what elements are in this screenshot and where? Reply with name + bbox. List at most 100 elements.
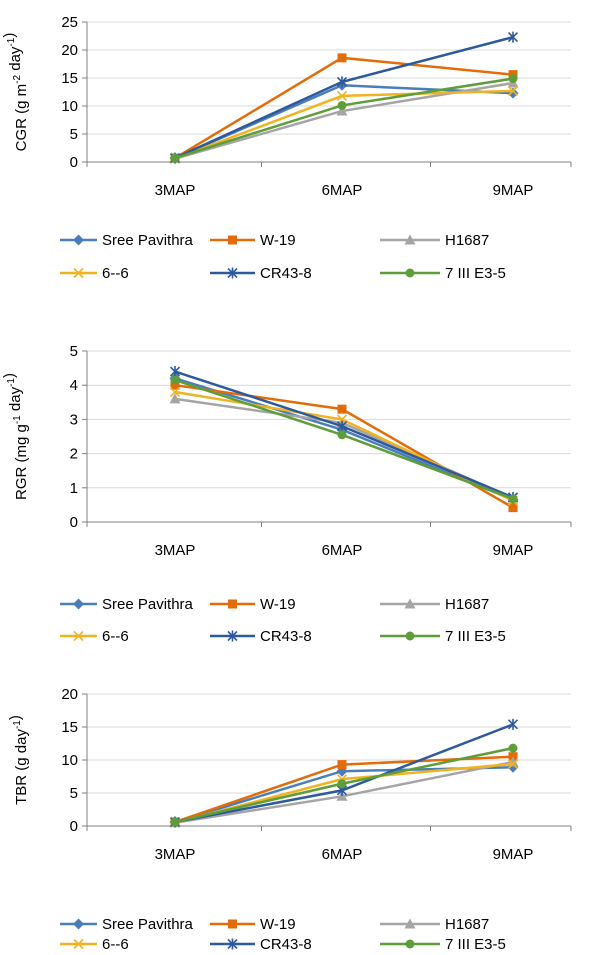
x-tick-label: 3MAP (155, 542, 196, 559)
data-point (507, 718, 519, 730)
legend-label: 7 III E3-5 (445, 265, 506, 282)
legend-label: CR43-8 (260, 265, 312, 282)
legend-label: CR43-8 (260, 936, 312, 953)
legend-label: 6--6 (102, 265, 129, 282)
y-axis-label-part: TBR (g day (13, 729, 30, 805)
series-7-iii-e3-5 (170, 74, 518, 163)
legend-label: H1687 (445, 596, 489, 613)
data-point (170, 817, 180, 827)
legend-swatch-marker (73, 598, 84, 610)
legend-label: H1687 (445, 232, 489, 249)
chart-panel-3: 0 5 10 15 20 3MAP 6MAP 9MAP TBR (g day-1) Sree Pa… (7, 686, 572, 953)
y-tick-label: 3 (70, 411, 78, 428)
data-point (337, 53, 347, 63)
y-axis-label-superscript: -1 (12, 415, 23, 424)
y-tick-label: 2 (70, 446, 78, 463)
data-point (508, 74, 518, 84)
legend-item: 7 III E3-5 (380, 628, 506, 645)
legend-label: W-19 (260, 232, 296, 249)
y-tick-label: 20 (61, 42, 78, 59)
y-axis-label: TBR (g day-1) (7, 715, 30, 805)
legend-swatch-marker (228, 599, 237, 609)
legend-item: 7 III E3-5 (380, 265, 506, 282)
legend: Sree Pavithra W-19 H1687 6--6 CR43-8 7 III E3… (60, 916, 506, 953)
x-tick-label: 6MAP (322, 846, 363, 863)
legend-swatch-marker (227, 267, 238, 279)
y-axis-label-superscript: -1 (6, 378, 17, 387)
y-axis-label-part: ) (7, 715, 24, 720)
y-axis-label-part: CGR (g m (13, 84, 30, 152)
data-point (507, 758, 519, 770)
legend-swatch-marker (405, 631, 415, 641)
y-tick-label: 15 (61, 70, 78, 87)
legend-swatch-marker (228, 235, 237, 245)
data-point (337, 404, 347, 414)
y-tick-label: 20 (61, 686, 78, 703)
x-tick-label: 3MAP (155, 846, 196, 863)
series-line (174, 89, 514, 160)
series-h1687 (169, 77, 519, 164)
legend-item: H1687 (380, 596, 489, 613)
legend-label: W-19 (260, 596, 296, 613)
legend-item: CR43-8 (210, 265, 312, 282)
y-tick-label: 10 (61, 98, 78, 115)
legend-label: 6--6 (102, 628, 129, 645)
y-tick-label: 4 (70, 377, 78, 394)
legend-label: Sree Pavithra (102, 596, 194, 613)
chart-panel-1: 0 5 10 15 20 25 3MAP 6MAP 9MAP CGR (g m-2 day-1) S… (1, 14, 572, 282)
y-tick-label: 25 (61, 14, 78, 31)
data-point (169, 393, 181, 404)
y-tick-label: 0 (70, 818, 78, 835)
legend-item: W-19 (210, 916, 296, 933)
legend-label: 6--6 (102, 936, 129, 953)
y-axis-label-part: ) (1, 33, 18, 38)
legend: Sree Pavithra W-19 H1687 6--6 CR43-8 7 III E3… (60, 596, 506, 645)
y-axis-label-superscript: -1 (6, 37, 17, 46)
legend-swatch-marker (73, 267, 84, 279)
series-7-iii-e3-5 (170, 375, 518, 504)
series-line (174, 383, 514, 509)
data-point (170, 153, 180, 163)
legend-item: W-19 (210, 232, 296, 249)
data-point (169, 386, 181, 398)
legend-item: Sree Pavithra (60, 916, 194, 933)
series-line (174, 378, 514, 500)
y-tick-label: 5 (70, 343, 78, 360)
y-tick-label: 0 (70, 514, 78, 531)
y-axis-label-part: ) (1, 373, 18, 378)
legend-item: H1687 (380, 232, 489, 249)
y-tick-label: 15 (61, 719, 78, 736)
y-axis-label: RGR (mg g-1 day-1) (1, 373, 30, 500)
y-axis-label-part: RGR (mg g (13, 424, 30, 500)
x-tick-label: 9MAP (493, 542, 534, 559)
series-6-6 (169, 85, 519, 164)
legend-item: CR43-8 (210, 936, 312, 953)
y-axis-label-superscript: -1 (12, 720, 23, 729)
data-point (337, 100, 347, 110)
legend-item: Sree Pavithra (60, 596, 194, 613)
x-tick-label: 9MAP (493, 182, 534, 199)
y-tick-label: 1 (70, 480, 78, 497)
legend-swatch-marker (73, 234, 84, 246)
data-point (507, 87, 519, 99)
data-point (337, 760, 347, 770)
data-point (336, 420, 348, 432)
y-axis-label-superscript: -2 (12, 75, 23, 84)
legend-label: H1687 (445, 916, 489, 933)
data-point (507, 31, 519, 43)
legend-item: 6--6 (60, 628, 129, 645)
data-point (508, 503, 518, 513)
x-tick-label: 6MAP (322, 542, 363, 559)
y-axis-label-part: day (7, 46, 24, 75)
legend-item: H1687 (380, 916, 489, 933)
y-axis-label: CGR (g m-2 day-1) (1, 33, 30, 152)
data-point (170, 375, 180, 385)
legend-swatch-marker (405, 939, 415, 949)
data-point (336, 105, 348, 116)
legend-swatch-marker (404, 598, 416, 609)
legend-swatch-marker (227, 630, 238, 642)
series-line (174, 397, 514, 500)
y-axis-label-part: day (7, 386, 24, 415)
